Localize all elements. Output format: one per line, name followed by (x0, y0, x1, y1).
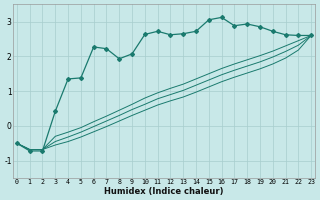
X-axis label: Humidex (Indice chaleur): Humidex (Indice chaleur) (104, 187, 224, 196)
